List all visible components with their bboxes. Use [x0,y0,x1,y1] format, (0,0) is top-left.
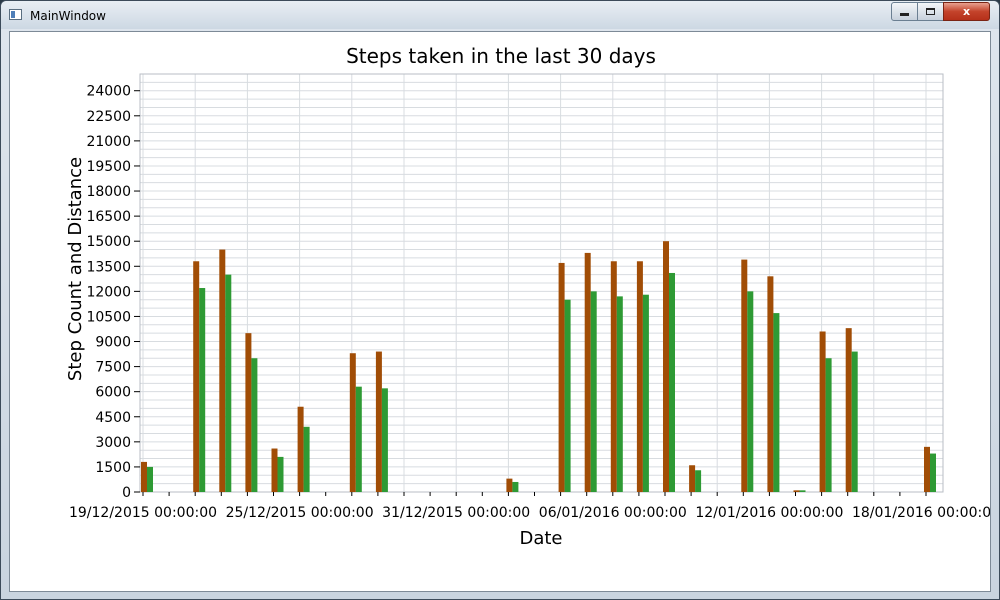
plot-frame [139,73,944,493]
bar-steps [349,353,356,492]
minimize-button[interactable] [891,2,918,21]
bar-steps [636,261,643,492]
bar-steps [584,252,591,492]
app-window-icon[interactable] [9,9,22,20]
bar-steps [689,465,696,492]
y-tick-label: 9000 [95,335,131,351]
y-tick-label: 10500 [86,309,131,325]
chart-area: 0 1500 3000 4500 6000 7500 9000 10500 12000 13500… [9,31,991,592]
bar-distance [590,291,597,492]
bar-steps [845,328,852,492]
x-axis-label: Date [519,528,562,549]
bar-steps [558,262,565,492]
y-tick-label: 12000 [86,284,131,300]
x-tick-label: 18/01/2016 00:00:00 [852,505,990,521]
x-tick-label: 25/12/2015 00:00:00 [226,505,374,521]
y-tick-label: 4500 [95,410,131,426]
y-tick-label: 22500 [86,109,131,125]
bar-distance [930,453,936,492]
bar-steps [245,333,252,492]
maximize-icon [926,8,935,15]
bars [141,241,936,492]
bar-steps [271,448,278,492]
bar-steps [297,406,304,492]
title-bar[interactable]: MainWindow x [1,1,999,29]
bar-distance [695,470,702,492]
y-tick-label: 16500 [86,209,131,225]
bar-distance [199,288,206,492]
bar-steps [193,261,200,492]
y-tick-label: 13500 [86,259,131,275]
bar-steps [219,249,226,492]
chart-title: Steps taken in the last 30 days [346,44,656,68]
maximize-button[interactable] [917,2,944,21]
y-tick-label: 7500 [95,360,131,376]
y-tick-label: 15000 [86,234,131,250]
x-tick-label: 19/12/2015 00:00:00 [69,505,217,521]
x-tick-label: 31/12/2015 00:00:00 [382,505,530,521]
bar-steps [741,259,748,492]
bar-distance [825,358,832,492]
minimize-icon [900,13,909,16]
bar-distance [564,299,571,492]
bar-steps [924,446,930,492]
bar-distance [355,386,362,492]
bar-distance [381,388,388,492]
bar-steps [141,461,147,492]
x-tick-label: 12/01/2016 00:00:00 [695,505,843,521]
bar-distance [799,490,806,492]
bar-distance [851,351,858,492]
bar-steps [663,241,669,492]
steps-chart: 0 1500 3000 4500 6000 7500 9000 10500 12000 13500… [65,44,990,549]
y-tick-label: 0 [122,485,131,501]
close-button[interactable]: x [943,2,990,21]
y-tick-label: 24000 [86,84,131,100]
bar-distance [225,274,232,492]
bar-steps [767,276,774,492]
bar-distance [616,296,623,492]
bar-steps [610,261,617,492]
bar-distance [512,481,519,492]
y-axis-label: Step Count and Distance [65,157,86,381]
bar-distance [147,466,153,492]
y-tick-label: 6000 [95,385,131,401]
y-tick-label: 21000 [86,134,131,150]
bar-distance [747,291,754,492]
bar-distance [277,456,284,492]
y-tick-label: 18000 [86,184,131,200]
window-title: MainWindow [30,9,106,23]
y-tick-label: 3000 [95,435,131,451]
bar-distance [303,426,310,492]
bar-distance [642,294,649,492]
y-tick-label: 19500 [86,159,131,175]
x-tick-label: 06/01/2016 00:00:00 [539,505,687,521]
bar-distance [669,272,675,492]
axes: 0 1500 3000 4500 6000 7500 9000 10500 12000 13500… [69,84,990,521]
y-tick-label: 1500 [95,460,131,476]
bar-steps [506,478,513,492]
bar-distance [773,313,780,492]
bar-distance [251,358,258,492]
close-icon: x [962,5,971,18]
bar-steps [375,351,382,492]
bar-steps [793,490,800,492]
bar-steps [819,331,826,492]
